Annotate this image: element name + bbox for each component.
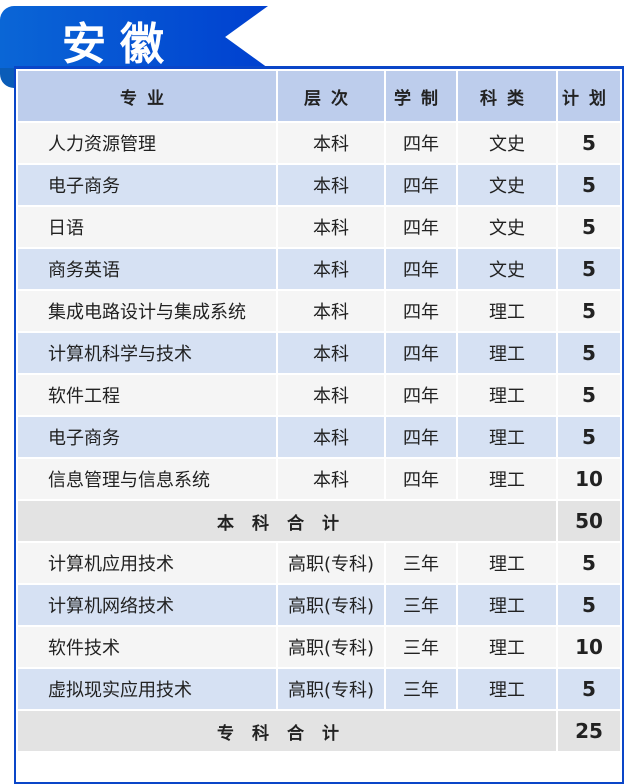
cell-plan: 5 bbox=[556, 373, 622, 417]
cell-category: 文史 bbox=[456, 247, 558, 291]
cell-plan: 5 bbox=[556, 247, 622, 291]
cell-major: 商务英语 bbox=[16, 247, 278, 291]
table-row: 电子商务 本科 四年 理工 5 bbox=[16, 415, 622, 459]
cell-plan: 10 bbox=[556, 625, 622, 669]
cell-level: 高职(专科) bbox=[276, 541, 386, 585]
cell-duration: 四年 bbox=[384, 457, 458, 501]
cell-level: 本科 bbox=[276, 163, 386, 207]
enrollment-plan-table: 专业 层次 学制 科类 计划 人力资源管理 本科 四年 文史 5 电子商务 本科 四年 文史 5 日… bbox=[16, 69, 622, 753]
subtotal-row: 本科合计 50 bbox=[16, 499, 622, 543]
cell-major: 计算机应用技术 bbox=[16, 541, 278, 585]
cell-duration: 四年 bbox=[384, 373, 458, 417]
cell-duration: 四年 bbox=[384, 163, 458, 207]
cell-plan: 5 bbox=[556, 163, 622, 207]
cell-duration: 三年 bbox=[384, 583, 458, 627]
cell-plan: 5 bbox=[556, 121, 622, 165]
cell-level: 高职(专科) bbox=[276, 583, 386, 627]
table-row: 集成电路设计与集成系统 本科 四年 理工 5 bbox=[16, 289, 622, 333]
cell-major: 人力资源管理 bbox=[16, 121, 278, 165]
subtotal-value: 25 bbox=[556, 709, 622, 753]
cell-level: 本科 bbox=[276, 457, 386, 501]
cell-major: 信息管理与信息系统 bbox=[16, 457, 278, 501]
table-row: 计算机应用技术 高职(专科) 三年 理工 5 bbox=[16, 541, 622, 585]
table-row: 计算机科学与技术 本科 四年 理工 5 bbox=[16, 331, 622, 375]
cell-plan: 10 bbox=[556, 457, 622, 501]
cell-level: 本科 bbox=[276, 331, 386, 375]
cell-plan: 5 bbox=[556, 289, 622, 333]
cell-category: 文史 bbox=[456, 163, 558, 207]
cell-level: 本科 bbox=[276, 205, 386, 249]
header-major: 专业 bbox=[16, 69, 278, 123]
cell-level: 本科 bbox=[276, 121, 386, 165]
cell-duration: 三年 bbox=[384, 667, 458, 711]
cell-level: 高职(专科) bbox=[276, 667, 386, 711]
table-row: 信息管理与信息系统 本科 四年 理工 10 bbox=[16, 457, 622, 501]
header-duration: 学制 bbox=[384, 69, 458, 123]
cell-duration: 四年 bbox=[384, 289, 458, 333]
table-row: 电子商务 本科 四年 文史 5 bbox=[16, 163, 622, 207]
cell-category: 理工 bbox=[456, 415, 558, 459]
province-title: 安徽 bbox=[62, 19, 178, 70]
cell-plan: 5 bbox=[556, 205, 622, 249]
cell-major: 日语 bbox=[16, 205, 278, 249]
header-level: 层次 bbox=[276, 69, 386, 123]
cell-major: 计算机网络技术 bbox=[16, 583, 278, 627]
header-plan: 计划 bbox=[556, 69, 622, 123]
cell-level: 本科 bbox=[276, 247, 386, 291]
cell-level: 本科 bbox=[276, 289, 386, 333]
cell-plan: 5 bbox=[556, 415, 622, 459]
cell-level: 高职(专科) bbox=[276, 625, 386, 669]
cell-category: 理工 bbox=[456, 457, 558, 501]
cell-duration: 四年 bbox=[384, 121, 458, 165]
subtotal-value: 50 bbox=[556, 499, 622, 543]
table-row: 虚拟现实应用技术 高职(专科) 三年 理工 5 bbox=[16, 667, 622, 711]
cell-duration: 三年 bbox=[384, 625, 458, 669]
table-header: 专业 层次 学制 科类 计划 bbox=[16, 69, 622, 123]
cell-plan: 5 bbox=[556, 331, 622, 375]
header-category: 科类 bbox=[456, 69, 558, 123]
table-row: 软件工程 本科 四年 理工 5 bbox=[16, 373, 622, 417]
subtotal-row: 专科合计 25 bbox=[16, 709, 622, 753]
cell-category: 文史 bbox=[456, 121, 558, 165]
cell-major: 软件技术 bbox=[16, 625, 278, 669]
cell-major: 集成电路设计与集成系统 bbox=[16, 289, 278, 333]
table-row: 计算机网络技术 高职(专科) 三年 理工 5 bbox=[16, 583, 622, 627]
cell-plan: 5 bbox=[556, 541, 622, 585]
table-row: 商务英语 本科 四年 文史 5 bbox=[16, 247, 622, 291]
subtotal-label: 本科合计 bbox=[16, 499, 558, 543]
table-row: 人力资源管理 本科 四年 文史 5 bbox=[16, 121, 622, 165]
cell-plan: 5 bbox=[556, 583, 622, 627]
cell-major: 电子商务 bbox=[16, 163, 278, 207]
province-tab bbox=[0, 6, 268, 68]
cell-duration: 四年 bbox=[384, 415, 458, 459]
table-row: 日语 本科 四年 文史 5 bbox=[16, 205, 622, 249]
cell-duration: 三年 bbox=[384, 541, 458, 585]
cell-category: 理工 bbox=[456, 583, 558, 627]
cell-level: 本科 bbox=[276, 415, 386, 459]
table-row: 软件技术 高职(专科) 三年 理工 10 bbox=[16, 625, 622, 669]
cell-level: 本科 bbox=[276, 373, 386, 417]
cell-category: 文史 bbox=[456, 205, 558, 249]
cell-duration: 四年 bbox=[384, 331, 458, 375]
plan-table-container: 专业 层次 学制 科类 计划 人力资源管理 本科 四年 文史 5 电子商务 本科 四年 文史 5 日… bbox=[14, 66, 624, 784]
cell-category: 理工 bbox=[456, 625, 558, 669]
cell-major: 计算机科学与技术 bbox=[16, 331, 278, 375]
cell-category: 理工 bbox=[456, 541, 558, 585]
cell-category: 理工 bbox=[456, 373, 558, 417]
cell-category: 理工 bbox=[456, 331, 558, 375]
cell-category: 理工 bbox=[456, 667, 558, 711]
cell-major: 软件工程 bbox=[16, 373, 278, 417]
cell-category: 理工 bbox=[456, 289, 558, 333]
cell-duration: 四年 bbox=[384, 205, 458, 249]
cell-duration: 四年 bbox=[384, 247, 458, 291]
subtotal-label: 专科合计 bbox=[16, 709, 558, 753]
cell-major: 虚拟现实应用技术 bbox=[16, 667, 278, 711]
cell-major: 电子商务 bbox=[16, 415, 278, 459]
cell-plan: 5 bbox=[556, 667, 622, 711]
